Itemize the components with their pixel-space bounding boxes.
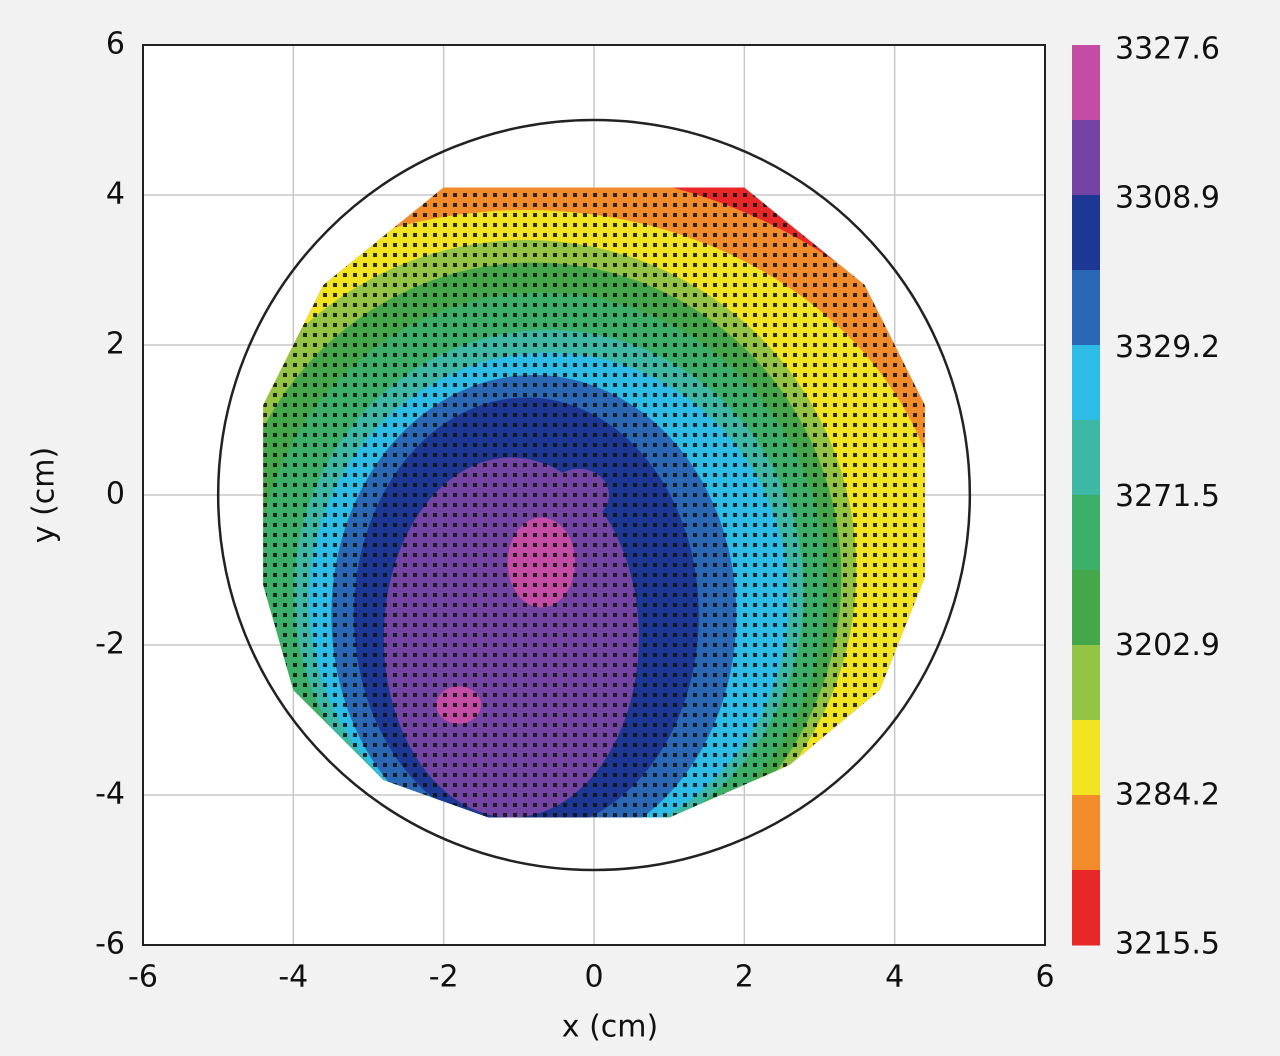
plot-frame — [142, 44, 1046, 946]
y-axis-label: y (cm) — [27, 447, 62, 543]
x-tick-label: -6 — [128, 960, 158, 995]
colorbar-band — [1072, 795, 1100, 871]
colorbar-band — [1072, 420, 1100, 496]
colorbar-band — [1072, 570, 1100, 646]
wafer-outline — [216, 118, 972, 872]
colorbar-tick-label: 3284.2 — [1115, 777, 1220, 812]
colorbar-band — [1072, 645, 1100, 721]
y-tick-label: 2 — [106, 327, 125, 362]
wafer-map — [263, 187, 925, 818]
y-tick-label: 4 — [106, 177, 125, 212]
colorbar-band — [1072, 495, 1100, 571]
colorbar-band — [1072, 195, 1100, 271]
colorbar-tick-label: 3329.2 — [1115, 330, 1220, 365]
colorbar-band — [1072, 45, 1100, 121]
x-tick-label: 0 — [584, 960, 603, 995]
x-tick-label: -2 — [429, 960, 459, 995]
colorbar-tick-label: 3202.9 — [1115, 628, 1220, 663]
colorbar-band — [1072, 870, 1100, 946]
colorbar-band — [1072, 270, 1100, 346]
x-tick-label: -4 — [278, 960, 308, 995]
y-tick-label: 6 — [106, 27, 125, 62]
colorbar-band — [1072, 120, 1100, 196]
measurement-dots — [263, 187, 925, 818]
colorbar-tick-label: 3271.5 — [1115, 479, 1220, 514]
colorbar-band — [1072, 720, 1100, 796]
y-tick-label: -6 — [95, 927, 125, 962]
x-tick-label: 2 — [735, 960, 754, 995]
colorbar-tick-label: 3215.5 — [1115, 927, 1220, 962]
colorbar-tick-label: 3327.6 — [1115, 32, 1220, 67]
y-tick-label: -2 — [95, 627, 125, 662]
y-tick-label: -4 — [95, 777, 125, 812]
x-tick-label: 4 — [885, 960, 904, 995]
colorbar-tick-label: 3308.9 — [1115, 181, 1220, 216]
x-axis-label: x (cm) — [562, 1010, 658, 1045]
x-tick-label: 6 — [1035, 960, 1054, 995]
colorbar-band — [1072, 345, 1100, 421]
y-tick-label: 0 — [106, 477, 125, 512]
